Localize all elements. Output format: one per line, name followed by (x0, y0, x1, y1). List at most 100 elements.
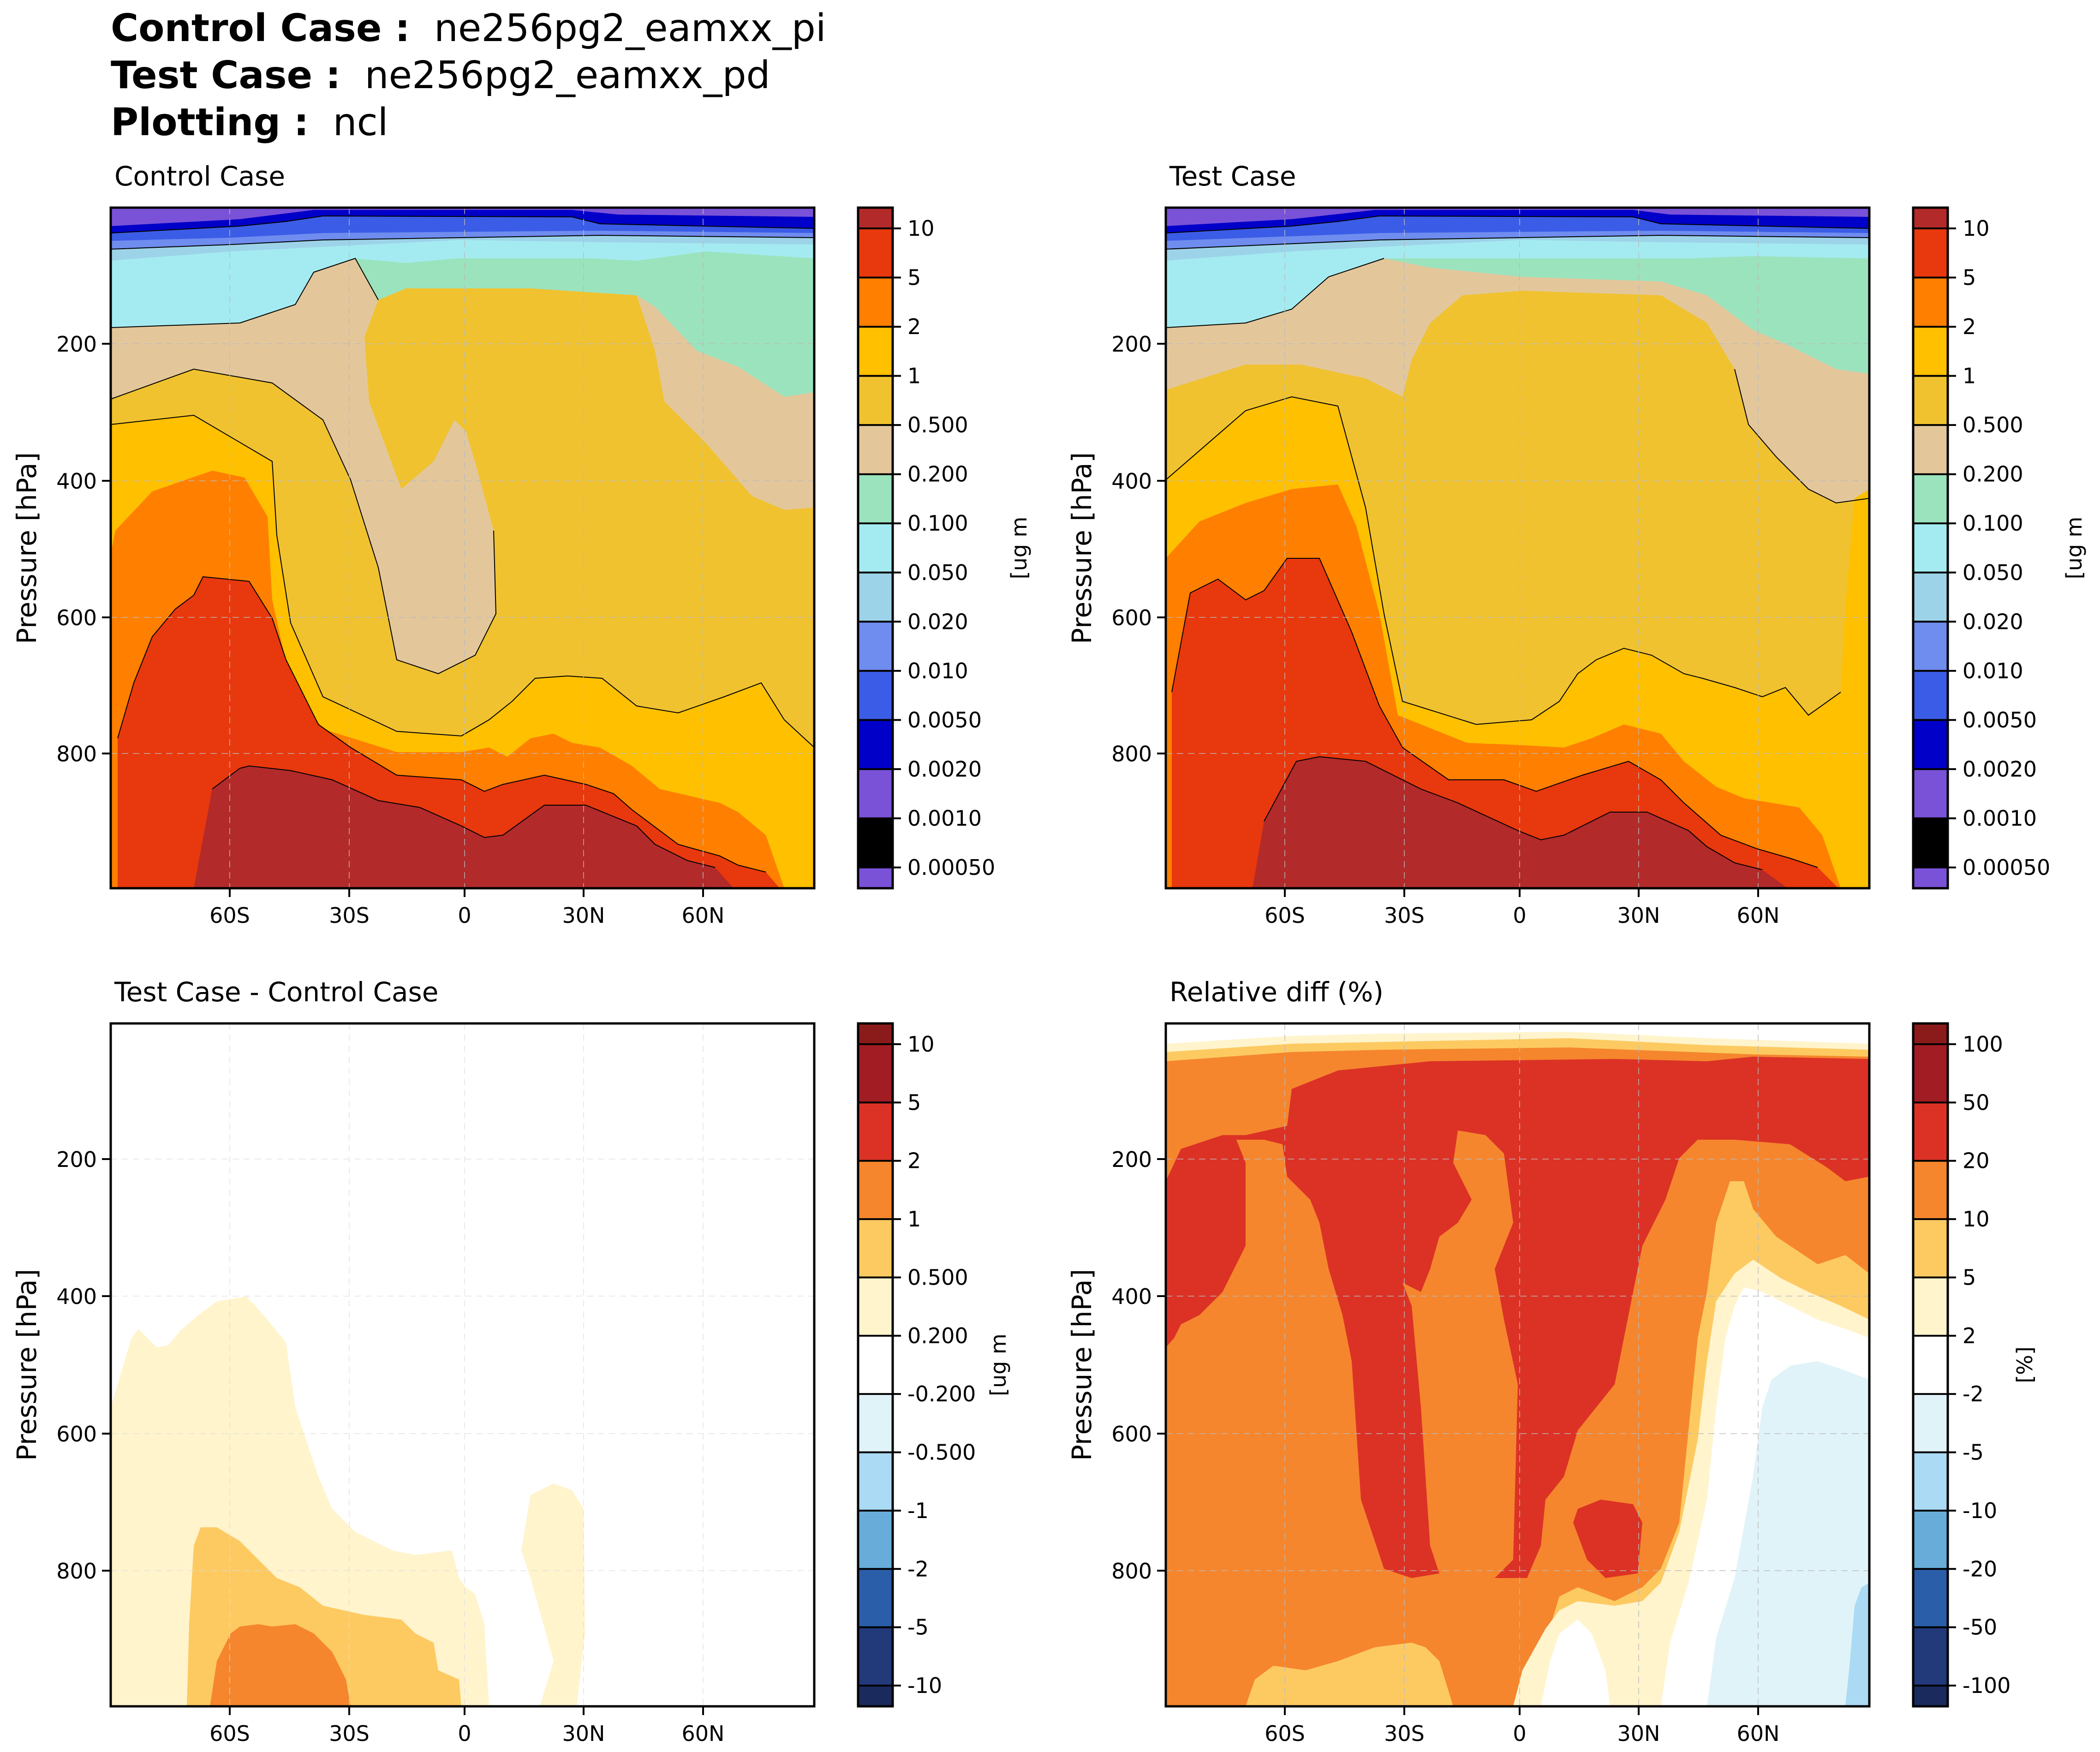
fill-band-below-0.001 (1166, 208, 1869, 226)
colorbar-tick-label: -5 (907, 1615, 929, 1640)
colorbar-swatch (1913, 720, 1948, 770)
colorbar-swatch (1913, 1452, 1948, 1511)
svg-text:200: 200 (56, 1147, 97, 1172)
header-test-label: Test Case : (111, 54, 341, 97)
colorbar-tick-label: -0.500 (907, 1440, 976, 1465)
header-test-value: ne256pg2_eamxx_pd (364, 54, 770, 97)
colorbar-tick-label: 100 (1963, 1032, 2003, 1057)
xtick-30N: 30N (1617, 888, 1660, 928)
ytick-200: 200 (1111, 332, 1166, 357)
colorbar-tick-label: -50 (1963, 1615, 1997, 1640)
colorbar-swatch (858, 670, 893, 720)
colorbar-tick-label: 0.020 (907, 609, 968, 634)
colorbar-label: [ug m (1007, 517, 1032, 580)
colorbar-tick-label: 2 (1963, 1323, 1976, 1348)
xtick-30S: 30S (329, 888, 370, 928)
svg-text:800: 800 (1111, 741, 1152, 766)
contour-line-0.05 (111, 257, 379, 328)
header-control-value: ne256pg2_eamxx_pi (434, 6, 826, 50)
ytick-600: 600 (56, 1422, 111, 1447)
svg-text:800: 800 (1111, 1559, 1152, 1584)
colorbar-tick-label: 10 (907, 216, 935, 241)
colorbar-extension-top (858, 1023, 893, 1044)
yticks-control: 200 400 600 800 (56, 332, 111, 766)
ylabel-relative: Pressure [hPa] (1066, 1269, 1098, 1461)
ylabel-test: Pressure [hPa] (1066, 452, 1098, 644)
ytick-800: 800 (56, 1559, 111, 1584)
ytick-200: 200 (1111, 1147, 1166, 1172)
svg-text:60N: 60N (1737, 903, 1780, 928)
svg-text:60S: 60S (1265, 1721, 1305, 1746)
contour-line-0.1 (111, 368, 497, 675)
fill-band-top-white (1166, 1023, 1869, 1044)
colorbar-tick-label: -100 (1963, 1673, 2011, 1698)
colorbar-tick-label: 0.050 (907, 560, 968, 585)
fill-band-minus-2-5 (1707, 1361, 1869, 1706)
fill-band-minus-5-10 (1845, 1583, 1869, 1706)
colorbar-tick-label: -5 (1963, 1440, 1984, 1465)
svg-text:800: 800 (56, 741, 97, 766)
colorbar-swatch (1913, 1219, 1948, 1278)
svg-text:600: 600 (1111, 605, 1152, 630)
colorbar-tick-label: 2 (907, 314, 921, 339)
xtick-0: 0 (458, 1706, 471, 1746)
colorbar-swatch (1913, 670, 1948, 720)
colorbar-swatch (858, 1160, 893, 1220)
svg-text:30S: 30S (329, 1721, 370, 1746)
fill-band-below-0.001 (111, 208, 814, 226)
colorbar-swatch (858, 1569, 893, 1628)
svg-text:30S: 30S (1384, 903, 1425, 928)
colorbar-swatch (858, 523, 893, 573)
panel-title-relative: Relative diff (%) (1169, 976, 1384, 1008)
colorbar-swatch (1913, 622, 1948, 671)
fill-band-above-5 (1253, 757, 1788, 888)
colorbar-extension-bottom (858, 867, 893, 888)
header-control-line: Control Case : ne256pg2_eamxx_pi (111, 6, 826, 52)
colorbar-tick-label: -0.200 (907, 1381, 976, 1406)
contour-line-0.1 (1734, 369, 1869, 504)
xtick-60S: 60S (209, 1706, 250, 1746)
colorbar-tick-label: 5 (907, 265, 921, 290)
axes-frame-control (109, 206, 816, 890)
colorbar-tick-label: 0.010 (1963, 658, 2023, 683)
colorbar-swatch (1913, 425, 1948, 475)
gridlines-control (111, 208, 814, 888)
colorbar-swatch (858, 1219, 893, 1278)
svg-text:200: 200 (1111, 1147, 1152, 1172)
colorbar-tick-label: -10 (1963, 1498, 1997, 1523)
colorbar-tick-label: 0.050 (1963, 560, 2023, 585)
svg-text:30S: 30S (329, 903, 370, 928)
xticks-difference: 60S 30S 0 30N 60N (209, 1706, 724, 1746)
colorbar-tick-label: 0.0050 (1963, 707, 2037, 732)
colorbar-difference: 10 5 2 1 0.500 0.200 -0.200 -0.500 -1 -2 -5 -10 [ug … (857, 1022, 1011, 1708)
svg-text:60N: 60N (1737, 1721, 1780, 1746)
svg-text:60N: 60N (682, 903, 725, 928)
colorbar-extension-top (858, 208, 893, 228)
colorbar-swatch (858, 769, 893, 819)
contour-lines-test (1166, 215, 1869, 870)
colorbar-tick-label: 2 (907, 1148, 921, 1173)
colorbar-tick-label: 0.100 (907, 511, 968, 536)
contour-line-0.005 (1166, 234, 1869, 250)
colorbar-swatch (858, 1335, 893, 1394)
gridlines-relative (1166, 1023, 1869, 1706)
colorbar-swatch (858, 1510, 893, 1569)
xtick-60N: 60N (1737, 888, 1780, 928)
svg-text:0: 0 (1513, 903, 1526, 928)
panel-test-case: Test Case Pressure [hPa] 60S 30S 0 30N 6… (1066, 161, 2087, 928)
contour-line-0.001 (111, 215, 814, 233)
colorbar-tick-label: -1 (907, 1498, 929, 1523)
colorbar-tick-label: 5 (907, 1090, 921, 1115)
contour-line-0.005 (111, 234, 814, 250)
axes-frame-difference (109, 1022, 816, 1708)
panel-relative-diff: Relative diff (%) Pressure [hPa] 60S 30S… (1066, 976, 2037, 1746)
contour-line-0.001 (1166, 215, 1869, 233)
xtick-60S: 60S (1265, 1706, 1305, 1746)
colorbar-control: 10 5 2 1 0.500 0.200 0.100 0.050 0.020 0.010 0.005… (857, 206, 1032, 890)
fill-band-0.1-0.2 (111, 208, 814, 674)
xticks-control: 60S 30S 0 30N 60N (209, 888, 724, 928)
colorbar-swatch (858, 1452, 893, 1511)
axes-frame-test (1164, 206, 1871, 890)
colorbar-swatch (1913, 818, 1948, 868)
colorbar-tick-label: -20 (1963, 1556, 1997, 1581)
